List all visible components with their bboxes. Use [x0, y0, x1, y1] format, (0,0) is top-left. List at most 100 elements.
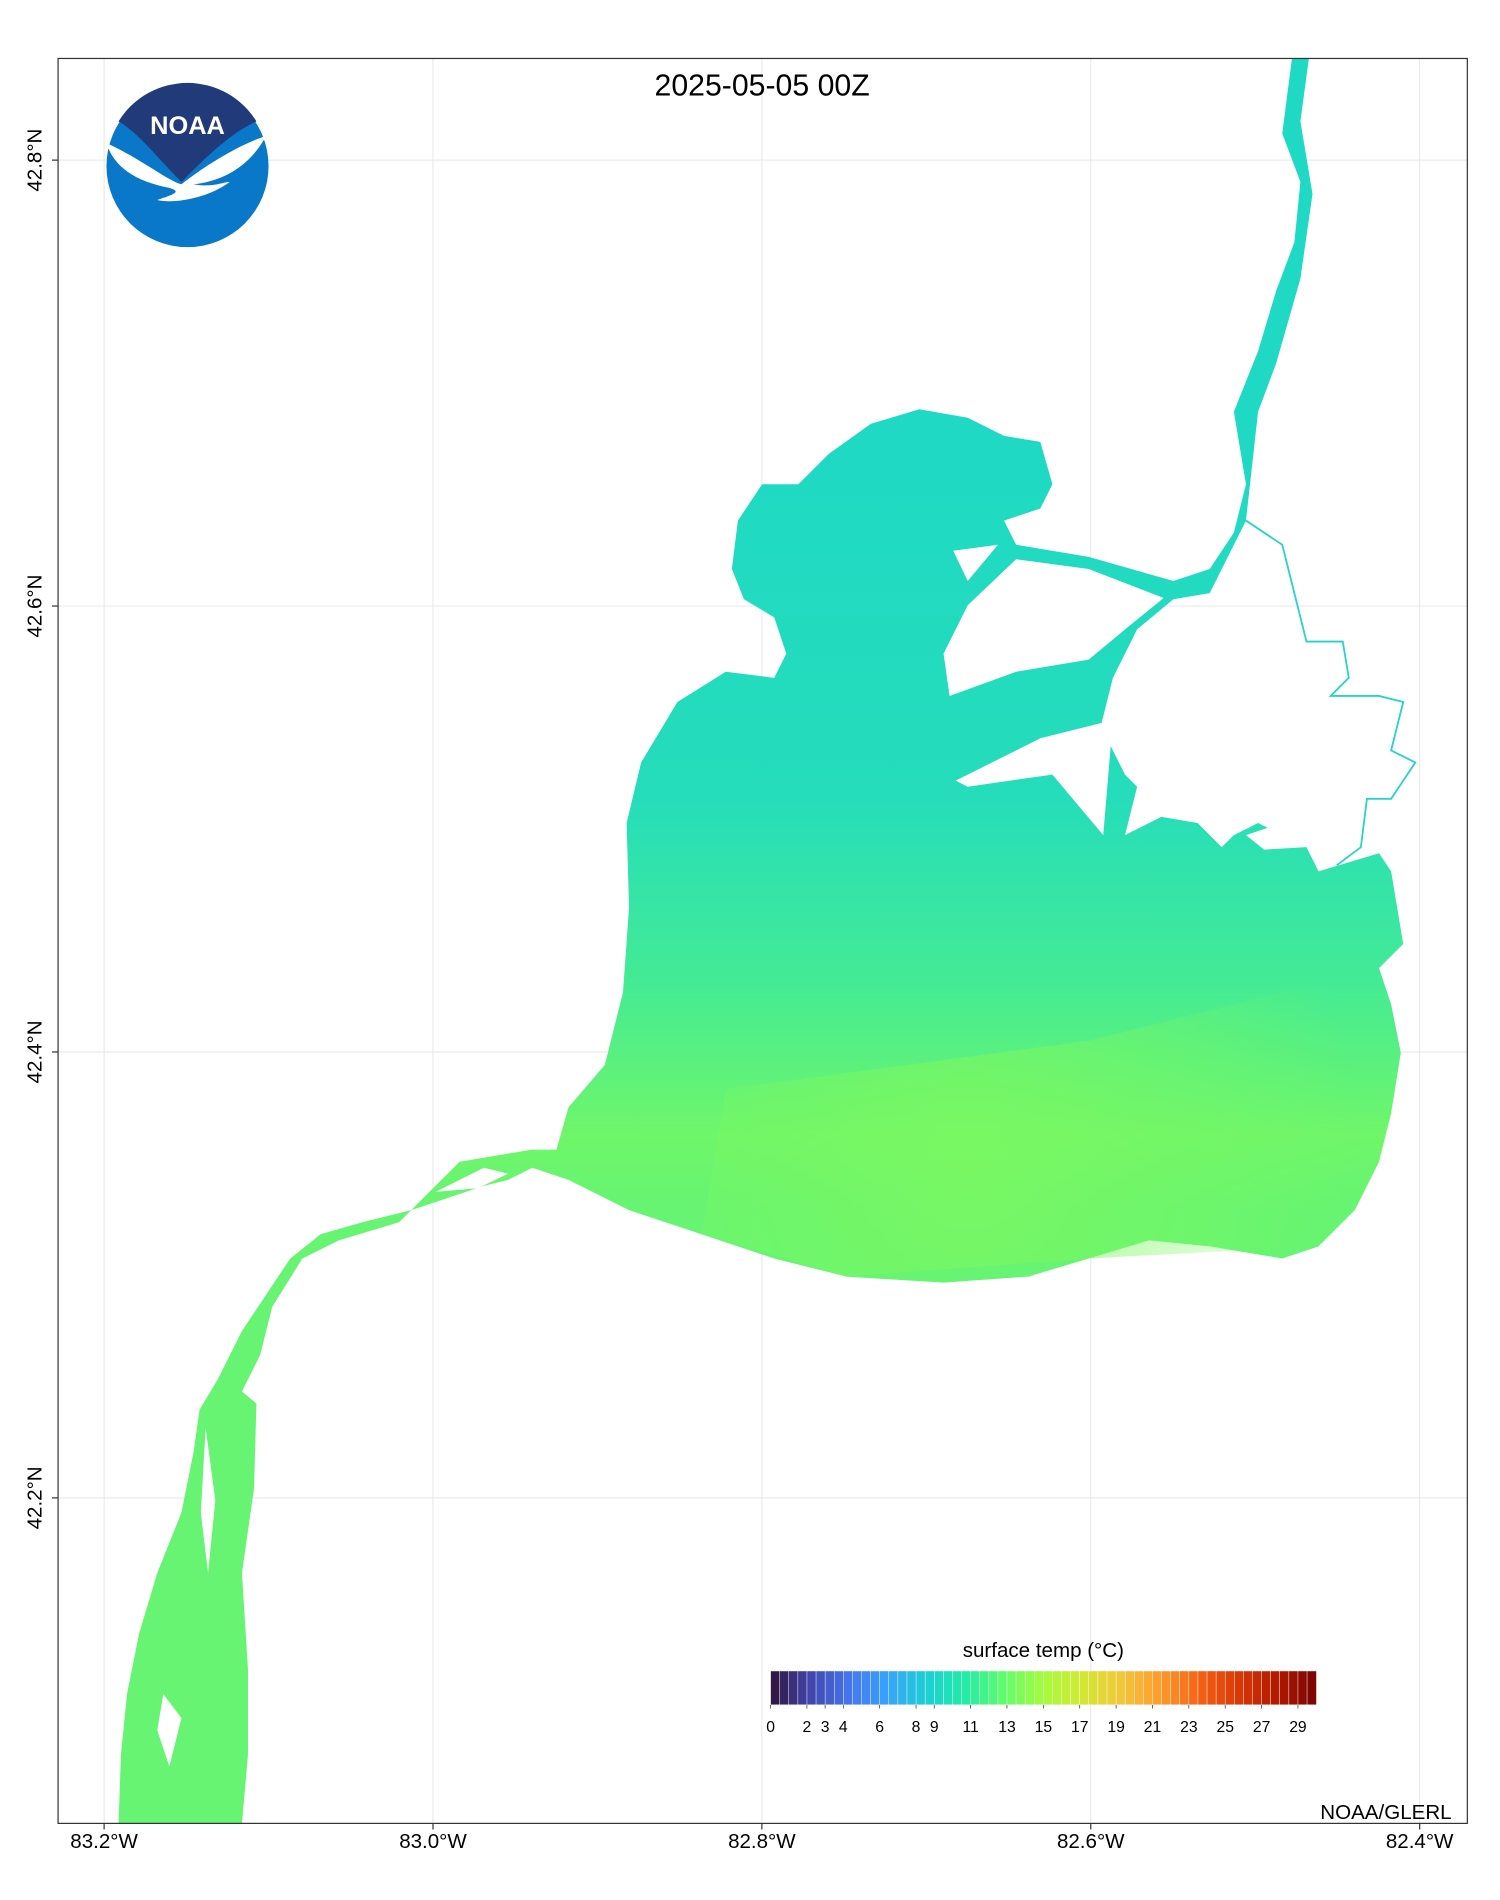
- colorbar-step: [943, 1670, 954, 1706]
- grid: [58, 58, 1468, 1824]
- y-tick-label: 42.8°N: [24, 129, 47, 192]
- colorbar-tick-label: 29: [1289, 1719, 1306, 1736]
- colorbar-step: [1206, 1670, 1217, 1706]
- colorbar-step: [1270, 1670, 1281, 1706]
- channel: [1245, 519, 1417, 867]
- colorbar-step: [1252, 1670, 1263, 1706]
- colorbar-step: [1052, 1670, 1063, 1706]
- colorbar-step: [833, 1670, 844, 1706]
- colorbar-step: [1134, 1670, 1144, 1706]
- x-tick-label: 82.8°W: [728, 1830, 796, 1853]
- y-tick-label: 42.2°N: [24, 1466, 47, 1529]
- colorbar-step: [1043, 1670, 1054, 1706]
- colorbar-step: [1215, 1670, 1226, 1706]
- colorbar-step: [1279, 1670, 1290, 1706]
- colorbar-step: [1143, 1670, 1154, 1706]
- colorbar-step: [1106, 1670, 1117, 1706]
- colorbar-step: [1152, 1670, 1163, 1706]
- colorbar-step: [1234, 1670, 1244, 1706]
- map-title: 2025-05-05 00Z: [655, 69, 870, 102]
- logo-top: [118, 82, 257, 182]
- colorbar-step: [1306, 1670, 1317, 1706]
- colorbar-tick-label: 2: [803, 1719, 812, 1736]
- colorbar-step: [815, 1670, 826, 1706]
- colorbar-step: [861, 1670, 872, 1706]
- x-tick-label: 83.0°W: [399, 1830, 467, 1853]
- plot-frame: [57, 57, 1468, 1824]
- colorbar-step: [888, 1670, 899, 1706]
- colorbar-tick-label: 0: [766, 1719, 775, 1736]
- colorbar-step: [1170, 1670, 1181, 1706]
- colorbar-step: [970, 1670, 981, 1706]
- colorbar-tick-label: 17: [1071, 1719, 1088, 1736]
- colorbar-step: [988, 1670, 999, 1706]
- colorbar-step: [779, 1670, 790, 1706]
- colorbar-step: [1188, 1670, 1199, 1706]
- colorbar-step: [1061, 1670, 1072, 1706]
- colorbar-step: [870, 1670, 881, 1706]
- noaa-logo: NOAA: [106, 82, 269, 248]
- delta-island: [953, 544, 998, 582]
- colorbar-step: [906, 1670, 917, 1706]
- colorbar-tick-label: 13: [998, 1719, 1016, 1736]
- colorbar-step: [1124, 1670, 1135, 1706]
- colorbar-step: [843, 1670, 854, 1706]
- colorbar-tick-label: 25: [1216, 1719, 1234, 1736]
- colorbar-tick-label: 6: [875, 1719, 884, 1736]
- colorbar-step: [788, 1670, 799, 1706]
- colorbar-step: [1288, 1670, 1299, 1706]
- colorbar-step: [1034, 1670, 1044, 1706]
- x-tick-label: 83.2°W: [70, 1830, 138, 1853]
- colorbar-tick-label: 19: [1107, 1719, 1124, 1736]
- y-tick-label: 42.6°N: [24, 575, 47, 638]
- colorbar-step: [1179, 1670, 1190, 1706]
- colorbar-step: [806, 1670, 817, 1706]
- colorbar-step: [1097, 1670, 1108, 1706]
- colorbar-tick-label: 21: [1144, 1719, 1161, 1736]
- colorbar-title: surface temp (°C): [963, 1639, 1124, 1662]
- water-body: [118, 58, 1417, 1824]
- colorbar-step: [1006, 1670, 1017, 1706]
- colorbar-step: [933, 1670, 944, 1706]
- delta-island: [955, 720, 1113, 836]
- colorbar-step: [852, 1670, 863, 1706]
- colorbar-tick-label: 27: [1253, 1719, 1270, 1736]
- colorbar-step: [1024, 1670, 1035, 1706]
- colorbar-step: [1079, 1670, 1090, 1706]
- colorbar-step: [897, 1670, 908, 1706]
- colorbar-step: [1070, 1670, 1081, 1706]
- colorbar-tick-label: 23: [1180, 1719, 1198, 1736]
- logo-text: NOAA: [150, 112, 225, 140]
- colorbar-step: [879, 1670, 890, 1706]
- colorbar-step: [1088, 1670, 1099, 1706]
- colorbar-step: [1015, 1670, 1026, 1706]
- colorbar-step: [770, 1670, 781, 1706]
- delta-island: [1245, 822, 1307, 850]
- logo-bird: [106, 135, 267, 202]
- credit: NOAA/GLERL: [1320, 1801, 1451, 1824]
- lake: [118, 58, 1404, 1824]
- colorbar-step: [924, 1670, 935, 1706]
- colorbar-tick-label: 15: [1035, 1719, 1053, 1736]
- colorbar-step: [1161, 1670, 1172, 1706]
- x-tick-label: 82.6°W: [1057, 1830, 1125, 1853]
- colorbar-step: [1297, 1670, 1308, 1706]
- colorbar-step: [1261, 1670, 1272, 1706]
- annotations: 83.2°W 83.0°W 82.8°W 82.6°W 82.4°W 42.2°N 42.4…: [24, 129, 1454, 1854]
- colorbar-step: [1115, 1670, 1126, 1706]
- colorbar-tick-label: 4: [839, 1719, 848, 1736]
- colorbar-step: [1243, 1670, 1254, 1706]
- colorbar-step: [824, 1670, 835, 1706]
- colorbar-step: [961, 1670, 972, 1706]
- colorbar-tick-label: 9: [930, 1719, 939, 1736]
- warm-zone: [701, 968, 1392, 1277]
- colorbar-step: [797, 1670, 808, 1706]
- colorbar-step: [997, 1670, 1008, 1706]
- colorbar-tick-label: 8: [912, 1719, 921, 1736]
- colorbar-tick-label: 3: [821, 1719, 830, 1736]
- x-tick-label: 82.4°W: [1386, 1830, 1454, 1853]
- colorbar-step: [1224, 1670, 1235, 1706]
- colorbar-step: [915, 1670, 926, 1706]
- colorbar-step: [979, 1670, 990, 1706]
